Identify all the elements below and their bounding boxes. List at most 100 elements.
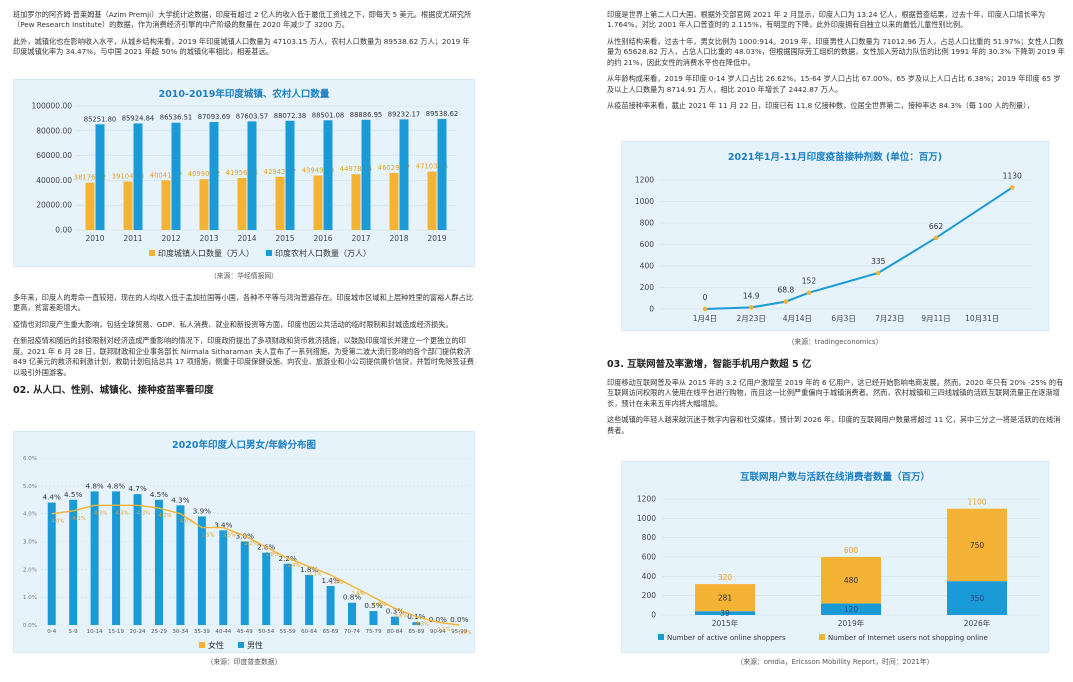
y-tick-label: 0.00 xyxy=(55,226,72,235)
paragraph: 这些城镇的年轻人越来越沉迷于数字内容和社交媒体，预计到 2026 年，印度的互联… xyxy=(607,415,1061,435)
age-gender-svg: 0.0% 1.0% 2.0% 3.0% 4.0% 5.0% 6.0% 0-4 5-9 10-14 1… xyxy=(23,456,472,650)
x-tick-label: 80-84 xyxy=(387,629,403,635)
bar xyxy=(219,530,228,625)
right-column-lower: 03. 互联网普及率激增，智能手机用户数超 5 亿 印度移动互联网普及率从 20… xyxy=(607,358,1067,442)
bar xyxy=(326,586,335,625)
x-tick-label: 2月23日 xyxy=(737,314,766,323)
data-point xyxy=(933,235,939,241)
data-label: 87603.57 xyxy=(236,112,268,120)
x-tick-label: 40-44 xyxy=(215,629,231,635)
bar xyxy=(399,119,409,230)
source-note: （来源：华经情报网） xyxy=(210,272,278,280)
data-label: 89538.62 xyxy=(426,110,458,118)
y-tick-label: 1200 xyxy=(637,495,656,504)
data-label: 41956.85 xyxy=(226,169,258,177)
bar xyxy=(695,611,755,615)
x-tick-label: 90-94 xyxy=(430,629,446,635)
data-label: 4.3% xyxy=(171,495,189,504)
data-label: 4.5% xyxy=(150,490,168,499)
data-label: 0.0% xyxy=(459,630,472,636)
vaccine-chart: 2021年1月-11月印度疫苗接种剂数 (单位：百万) 0 200 400 600 80… xyxy=(621,141,1049,331)
data-label: 2.8% xyxy=(266,552,279,558)
total-label: 1100 xyxy=(967,498,986,507)
y-tick-label: 1200 xyxy=(635,176,654,185)
x-tick-label: 15-19 xyxy=(108,629,124,635)
x-tick-label: 10-14 xyxy=(87,629,103,635)
data-label: 47103.15 xyxy=(416,163,448,171)
x-tick-label: 5-9 xyxy=(69,629,78,635)
data-label: 4.4% xyxy=(43,493,61,502)
data-point xyxy=(783,299,789,304)
y-tick-label: 6.0% xyxy=(23,456,37,462)
x-tick-label: 0-4 xyxy=(47,629,56,635)
chart-title: 2010-2019年印度城镇、农村人口数量 xyxy=(158,89,330,100)
female-line xyxy=(51,504,460,626)
bar xyxy=(369,611,378,625)
data-label: 89232.17 xyxy=(388,110,420,118)
y-tick-label: 800 xyxy=(640,219,655,228)
bar xyxy=(197,516,206,625)
y-tick-label: 20000.00 xyxy=(36,201,72,210)
data-point xyxy=(748,305,754,310)
x-tick-label: 7月23日 xyxy=(875,314,904,323)
legend-swatch xyxy=(149,250,155,256)
bar xyxy=(427,171,437,230)
bar xyxy=(821,557,881,604)
bar xyxy=(821,603,881,615)
bar xyxy=(161,180,171,230)
x-tick-label: 85-89 xyxy=(408,629,424,635)
x-tick-label: 25-29 xyxy=(151,629,167,635)
urban-rural-svg: 0.00 20000.00 40000.00 60000.00 80000.00 1000… xyxy=(31,102,458,259)
x-tick-label: 65-69 xyxy=(323,629,339,635)
y-tick-label: 5.0% xyxy=(23,484,37,490)
left-column: 班加罗尔的阿齐姆·普莱姆基（Azim Premji）大学统计这数据，印度有超过 … xyxy=(13,10,475,64)
data-label: 120 xyxy=(844,605,859,614)
legend-swatch xyxy=(819,634,825,640)
y-tick-label: 1000 xyxy=(635,197,654,206)
legend-label: 男性 xyxy=(247,640,263,650)
y-tick-label: 3.0% xyxy=(23,540,37,546)
bar xyxy=(390,616,399,625)
legend-swatch xyxy=(238,642,244,648)
x-tick-label: 2019年 xyxy=(838,618,865,628)
bar xyxy=(240,541,249,625)
chart-title: 2021年1月-11月印度疫苗接种剂数 (单位：百万) xyxy=(727,152,943,163)
bar xyxy=(112,491,121,625)
data-label: 44978.94 xyxy=(340,165,372,173)
paragraph: 印度移动互联网普及率从 2015 年的 3.2 亿用户激增至 2019 年的 6… xyxy=(607,377,1064,408)
data-point xyxy=(702,306,708,312)
x-tick-label: 2014 xyxy=(237,234,256,243)
x-tick-label: 60-64 xyxy=(301,629,317,635)
chart-title: 2020年印度人口男女/年龄分布图 xyxy=(172,440,316,451)
section-heading: 02. 从人口、性别、城镇化、接种疫苗率看印度 xyxy=(13,385,214,397)
x-tick-label: 2015年 xyxy=(712,618,739,628)
bar xyxy=(90,491,99,625)
bar xyxy=(247,121,257,230)
data-label: 0.5% xyxy=(364,601,382,610)
bar xyxy=(412,622,421,625)
paragraph: 疫情也对印度产生重大影响，包括全球贸易、GDP、私人消费、就业和新投资等方面，印… xyxy=(13,319,453,329)
x-tick-label: 2016 xyxy=(313,234,332,243)
y-tick-label: 200 xyxy=(640,283,655,292)
y-tick-label: 1.0% xyxy=(23,595,37,601)
x-tick-label: 70-74 xyxy=(344,629,360,635)
data-label: 88501.08 xyxy=(312,111,344,119)
data-label: 46029.37 xyxy=(378,164,410,172)
data-label: 0 xyxy=(703,293,708,302)
legend-label: 印度城镇人口数量（万人） xyxy=(158,248,254,258)
bar xyxy=(351,174,361,230)
data-label: 39 xyxy=(720,609,730,618)
y-tick-label: 0 xyxy=(651,611,656,620)
x-tick-label: 2019 xyxy=(427,234,446,243)
bar xyxy=(947,581,1007,615)
data-label: 1.4% xyxy=(351,591,364,597)
x-tick-label: 20-24 xyxy=(130,629,146,635)
y-tick-label: 100000.00 xyxy=(31,102,72,111)
data-label: 4.1% xyxy=(73,516,86,522)
bar xyxy=(209,122,219,230)
bar xyxy=(695,584,755,612)
paragraph: 在新冠疫情和随后的封锁限制对经济造成严重影响的情况下，印度政府提出了多项财政和货… xyxy=(13,336,474,377)
bar xyxy=(275,176,285,230)
y-tick-label: 40000.00 xyxy=(36,176,72,185)
